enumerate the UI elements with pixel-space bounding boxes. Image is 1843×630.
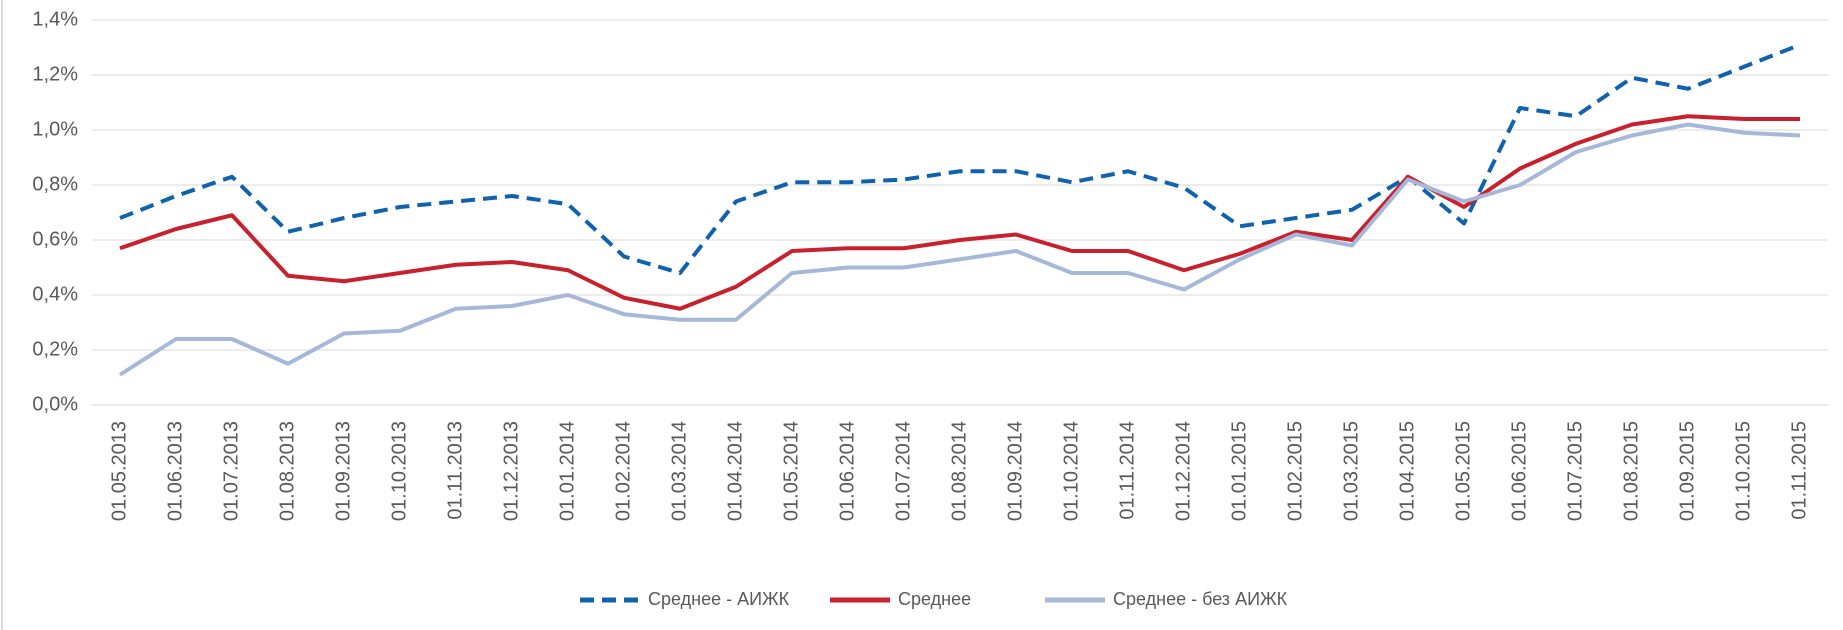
x-tick-label: 01.07.2014: [892, 421, 914, 521]
x-tick-label: 01.10.2013: [388, 421, 410, 521]
x-tick-label: 01.09.2013: [332, 421, 354, 521]
y-tick-label: 0,0%: [32, 393, 78, 415]
x-tick-label: 01.08.2015: [1620, 421, 1642, 521]
x-tick-label: 01.09.2014: [1004, 421, 1026, 521]
x-tick-label: 01.01.2015: [1228, 421, 1250, 521]
y-tick-label: 0,2%: [32, 338, 78, 360]
series-line: [119, 114, 1800, 311]
x-tick-label: 01.10.2014: [1060, 421, 1082, 521]
x-tick-label: 01.06.2015: [1508, 421, 1530, 521]
x-tick-label: 01.11.2013: [444, 421, 466, 520]
x-tick-label: 01.02.2014: [612, 421, 634, 521]
legend-label: Среднее - АИЖК: [648, 589, 790, 609]
x-tick-label: 01.06.2013: [164, 421, 186, 521]
x-tick-label: 01.09.2015: [1676, 421, 1698, 521]
x-tick-label: 01.05.2014: [780, 421, 802, 521]
y-tick-label: 0,6%: [32, 228, 78, 250]
x-tick-label: 01.10.2015: [1732, 421, 1754, 521]
x-tick-label: 01.05.2015: [1452, 421, 1474, 521]
x-tick-label: 01.03.2015: [1340, 421, 1362, 521]
y-tick-label: 1,2%: [32, 63, 78, 85]
series-line: [118, 122, 1801, 377]
x-tick-label: 01.11.2015: [1788, 421, 1810, 520]
y-tick-label: 0,8%: [32, 173, 78, 195]
x-tick-label: 01.08.2013: [276, 421, 298, 521]
x-tick-label: 01.04.2014: [724, 421, 746, 521]
x-tick-label: 01.01.2014: [556, 421, 578, 521]
x-tick-label: 01.12.2014: [1172, 421, 1194, 521]
x-tick-label: 01.11.2014: [1116, 421, 1138, 520]
x-tick-label: 01.06.2014: [836, 421, 858, 521]
legend-label: Среднее: [898, 589, 971, 609]
x-tick-label: 01.08.2014: [948, 421, 970, 521]
x-tick-label: 01.02.2015: [1284, 421, 1306, 521]
x-tick-label: 01.12.2013: [500, 421, 522, 521]
legend-label: Среднее - без АИЖК: [1113, 589, 1288, 609]
x-tick-label: 01.04.2015: [1396, 421, 1418, 521]
y-tick-label: 0,4%: [32, 283, 78, 305]
y-tick-label: 1,4%: [32, 8, 78, 30]
y-tick-label: 1,0%: [32, 118, 78, 140]
x-tick-label: 01.07.2015: [1564, 421, 1586, 521]
series-line: [119, 42, 1801, 275]
x-tick-label: 01.07.2013: [220, 421, 242, 521]
x-tick-label: 01.03.2014: [668, 421, 690, 521]
x-tick-label: 01.05.2013: [108, 421, 130, 521]
